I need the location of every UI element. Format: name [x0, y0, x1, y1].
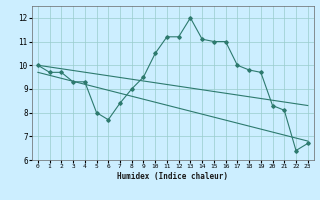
X-axis label: Humidex (Indice chaleur): Humidex (Indice chaleur) — [117, 172, 228, 181]
